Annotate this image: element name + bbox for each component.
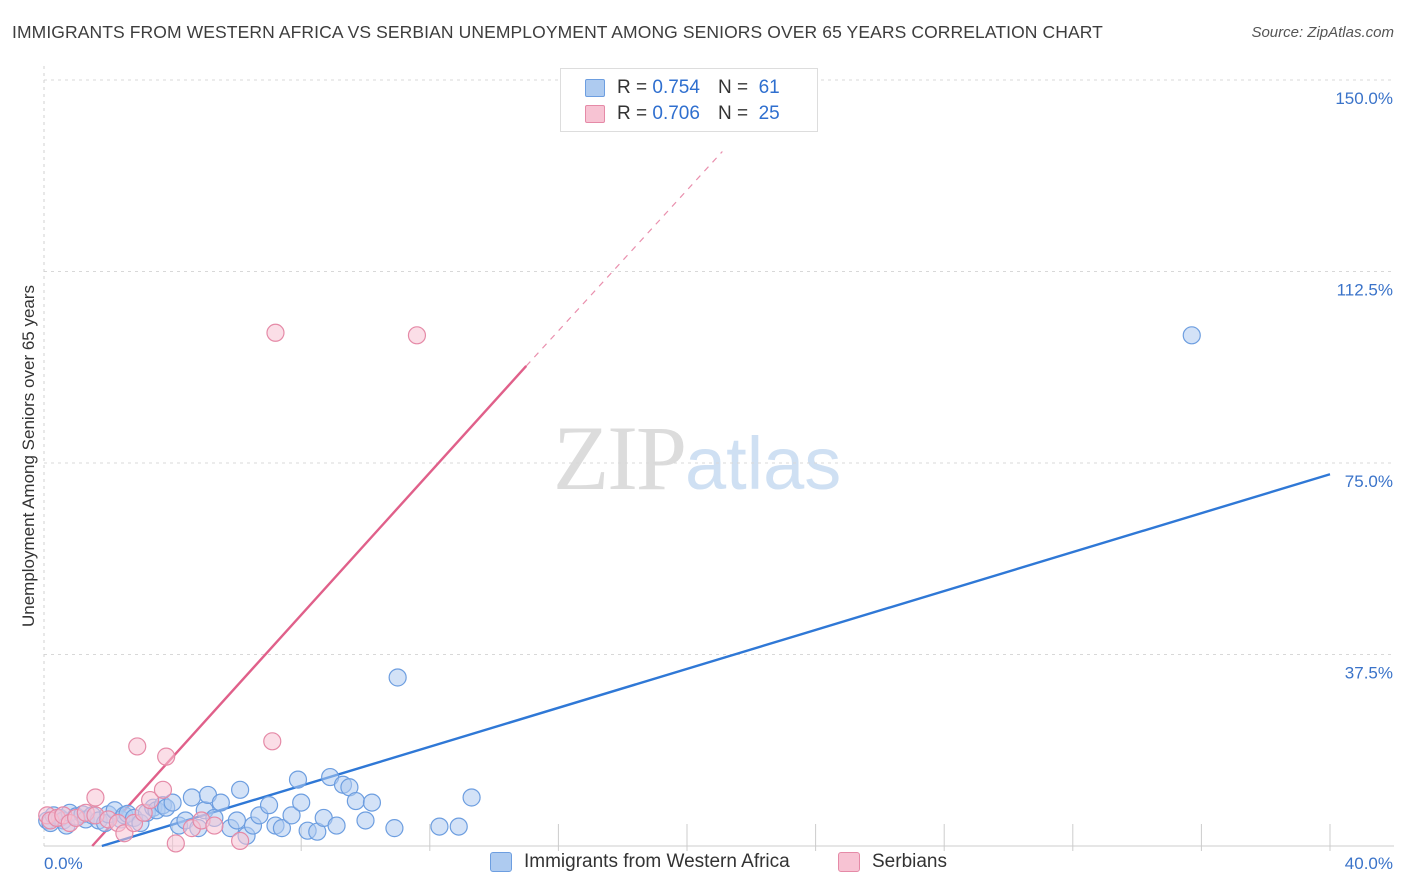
trend-line-serbians-extension [525, 151, 723, 367]
grid-lines [44, 79, 1394, 655]
correlation-legend: R = 0.754 N = 61 R = 0.706 N = 25 [560, 68, 818, 132]
point-western-africa [462, 788, 481, 807]
series-swatch-western-africa [490, 852, 512, 872]
point-serbians [157, 747, 176, 766]
point-western-africa [292, 793, 311, 812]
point-western-africa [388, 668, 407, 687]
y-tick-label: 150.0% [1335, 89, 1393, 108]
point-western-africa [227, 811, 246, 830]
data-points [38, 323, 1201, 853]
legend-n-label: N = [717, 77, 749, 98]
trend-lines [91, 151, 1331, 848]
legend-row-serbians: R = 0.706 N = 25 [585, 103, 780, 125]
point-western-africa [282, 806, 301, 825]
point-serbians [231, 831, 250, 850]
legend-swatch-serbians [585, 105, 605, 123]
point-serbians [153, 780, 173, 799]
point-western-africa [327, 816, 346, 835]
point-western-africa [272, 819, 292, 838]
y-tick-label: 37.5% [1345, 664, 1393, 683]
series-legend-serbians[interactable]: Serbians [838, 851, 947, 873]
axes [43, 66, 1394, 851]
trend-line-western-africa [101, 473, 1331, 848]
watermark-zip: ZIP [553, 407, 687, 509]
legend-r-label: R = [617, 77, 648, 98]
point-serbians [407, 326, 427, 345]
point-western-africa [430, 817, 449, 836]
legend-n-value: 25 [758, 103, 780, 124]
point-serbians [128, 737, 147, 756]
series-swatch-serbians [838, 852, 860, 872]
point-western-africa [163, 793, 182, 812]
point-serbians [205, 816, 224, 835]
y-tick-label: 75.0% [1345, 472, 1393, 491]
point-serbians [140, 790, 160, 810]
point-western-africa [1182, 326, 1201, 345]
chart-source: Source: ZipAtlas.com [1251, 24, 1394, 41]
y-tick-label: 112.5% [1337, 281, 1393, 300]
point-western-africa [231, 780, 250, 799]
legend-n-label: N = [717, 103, 749, 124]
x-tick-label-max: 40.0% [1345, 854, 1393, 873]
legend-r-value: 0.706 [652, 103, 700, 124]
chart-title: IMMIGRANTS FROM WESTERN AFRICA VS SERBIA… [12, 22, 1103, 42]
series-legend-western-africa[interactable]: Immigrants from Western Africa [490, 851, 790, 873]
point-serbians [86, 788, 105, 807]
point-serbians [263, 732, 282, 751]
point-western-africa [259, 796, 279, 815]
point-western-africa [356, 811, 375, 830]
axis-labels: 37.5% 75.0% 112.5% 150.0% 0.0% 40.0% Unemploym… [19, 89, 1393, 873]
point-western-africa [346, 791, 365, 811]
legend-swatch-western-africa [585, 79, 605, 97]
point-western-africa [288, 770, 308, 789]
x-tick-label-min: 0.0% [44, 854, 83, 873]
y-axis-label: Unemployment Among Seniors over 65 years [19, 285, 38, 627]
legend-row-western-africa: R = 0.754 N = 61 [585, 77, 780, 99]
series-legend: Immigrants from Western Africa Serbians [0, 851, 1406, 877]
point-serbians [166, 834, 185, 853]
series-label-western-africa: Immigrants from Western Africa [524, 851, 790, 872]
point-western-africa [362, 793, 382, 812]
legend-r-value: 0.754 [652, 77, 700, 98]
series-label-serbians: Serbians [872, 851, 947, 872]
point-western-africa [449, 817, 468, 836]
point-western-africa [211, 793, 230, 812]
point-western-africa [385, 819, 404, 838]
legend-n-value: 61 [758, 77, 780, 98]
point-serbians [266, 323, 285, 342]
trend-line-serbians [91, 365, 528, 847]
point-western-africa [182, 788, 201, 807]
legend-r-label: R = [617, 103, 648, 124]
